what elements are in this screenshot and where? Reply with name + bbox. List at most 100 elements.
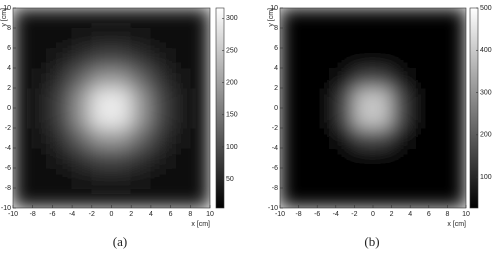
heat-cell	[409, 107, 430, 129]
colorbar-tick-label: 150	[226, 112, 238, 119]
heat-cell	[13, 27, 34, 49]
heat-cell	[51, 187, 73, 208]
heat-cell	[409, 87, 430, 109]
heat-cell	[170, 167, 191, 189]
heat-cell	[91, 8, 112, 29]
heat-cell	[280, 147, 300, 169]
heat-cell	[130, 27, 152, 49]
heat-cell	[189, 47, 210, 69]
x-tick-label: 10	[462, 211, 470, 218]
x-tick-label: 2	[390, 211, 394, 218]
colorbar-tick-label: 100	[226, 144, 238, 151]
heat-cell	[428, 167, 448, 189]
y-tick-label: 10	[270, 5, 278, 12]
heat-cell	[71, 87, 93, 109]
heat-cell	[409, 167, 430, 189]
heat-cell	[280, 47, 300, 69]
x-tick-label: 4	[408, 211, 412, 218]
heat-cell	[189, 147, 210, 169]
heatmap-cells	[280, 8, 466, 208]
heat-cell	[391, 87, 411, 109]
heat-cell	[189, 27, 210, 49]
y-tick-label: -10	[268, 205, 278, 212]
colorbar-tick-label: 300	[480, 89, 492, 96]
heat-cell	[446, 187, 466, 208]
heat-cell	[428, 107, 448, 129]
heat-cell	[13, 87, 34, 109]
heat-cell	[316, 8, 337, 29]
heat-cell	[409, 8, 430, 29]
heat-cell	[150, 147, 172, 169]
heat-cell	[51, 8, 73, 29]
y-tick-label: 6	[274, 45, 278, 52]
heat-cell	[409, 27, 430, 49]
colorbar	[469, 7, 479, 209]
heat-cell	[446, 87, 466, 109]
heat-cell	[446, 47, 466, 69]
heat-cell	[51, 147, 73, 169]
heat-cell	[32, 8, 53, 29]
heat-cell	[71, 47, 93, 69]
heat-cell	[298, 107, 318, 129]
heat-cell	[91, 67, 112, 89]
heat-cell	[409, 67, 430, 89]
heat-cell	[446, 67, 466, 89]
heat-cell	[130, 127, 152, 149]
heat-cell	[391, 147, 411, 169]
heat-cell	[298, 27, 318, 49]
colorbar-tick-label: 200	[480, 132, 492, 139]
heat-cell	[150, 87, 172, 109]
heat-cell	[391, 187, 411, 208]
heat-cell	[372, 107, 393, 129]
heat-cell	[13, 107, 34, 129]
heat-cell	[428, 8, 448, 29]
heat-cell	[372, 187, 393, 208]
heat-cell	[298, 187, 318, 208]
heat-cell	[150, 127, 172, 149]
x-tick-label: -6	[314, 211, 320, 218]
heat-cell	[316, 167, 337, 189]
heat-cell	[189, 8, 210, 29]
colorbar-tick-label: 50	[226, 176, 234, 183]
heat-cell	[353, 107, 374, 129]
heat-cell	[298, 127, 318, 149]
heat-cell	[32, 167, 53, 189]
heat-cell	[13, 47, 34, 69]
heat-cell	[111, 187, 132, 208]
heat-cell	[91, 47, 112, 69]
heat-cell	[446, 27, 466, 49]
heat-cell	[335, 87, 355, 109]
heat-cell	[170, 27, 191, 49]
heat-cell	[71, 27, 93, 49]
heat-cell	[335, 187, 355, 208]
heat-cell	[391, 107, 411, 129]
heat-cell	[353, 147, 374, 169]
heat-cell	[372, 87, 393, 109]
heat-cell	[280, 187, 300, 208]
heat-cell	[280, 107, 300, 129]
heat-cell	[335, 147, 355, 169]
heat-cell	[91, 27, 112, 49]
heat-cell	[32, 127, 53, 149]
heat-cell	[372, 27, 393, 49]
heat-cell	[409, 47, 430, 69]
heat-cell	[150, 8, 172, 29]
heat-cell	[91, 87, 112, 109]
x-tick-label: -8	[30, 211, 36, 218]
heat-cell	[91, 127, 112, 149]
heat-cell	[111, 27, 132, 49]
subfigure-caption: (a)	[113, 234, 127, 249]
heat-cell	[298, 67, 318, 89]
heatmap-cells	[13, 8, 210, 208]
y-tick-label: 2	[7, 85, 11, 92]
heat-cell	[111, 107, 132, 129]
heat-cell	[428, 47, 448, 69]
y-tick-label: -6	[272, 165, 278, 172]
y-tick-label: -4	[5, 145, 11, 152]
heat-cell	[353, 167, 374, 189]
x-tick-label: -2	[89, 211, 95, 218]
heat-cell	[13, 167, 34, 189]
heat-cell	[391, 67, 411, 89]
heat-cell	[335, 27, 355, 49]
x-tick-label: 2	[129, 211, 133, 218]
